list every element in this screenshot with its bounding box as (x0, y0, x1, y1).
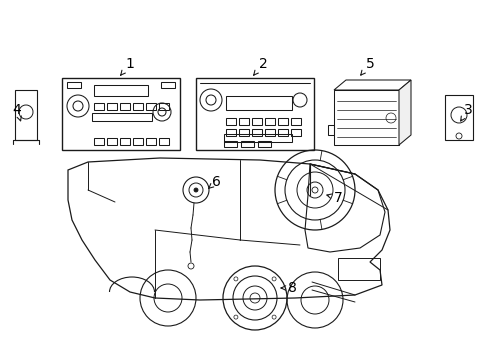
Bar (94, 103, 104, 110)
Bar (146, 138, 156, 145)
Bar (239, 118, 248, 125)
Bar (133, 103, 142, 110)
Text: 6: 6 (208, 175, 220, 189)
Bar (251, 129, 262, 136)
Bar (333, 90, 398, 145)
Bar (196, 78, 313, 150)
Bar (264, 118, 274, 125)
Bar (120, 138, 130, 145)
Polygon shape (398, 80, 410, 145)
Bar (278, 118, 287, 125)
Text: 8: 8 (281, 281, 296, 295)
Bar (264, 129, 274, 136)
Text: 2: 2 (253, 57, 267, 75)
Bar (224, 134, 291, 142)
Bar (94, 85, 148, 96)
Bar (62, 78, 180, 150)
Bar (290, 129, 301, 136)
Bar (444, 95, 472, 140)
Bar (159, 138, 169, 145)
Circle shape (194, 188, 198, 192)
Bar (241, 141, 253, 147)
Bar (225, 96, 291, 110)
Bar (258, 141, 270, 147)
Bar (120, 103, 130, 110)
Bar (337, 258, 379, 280)
Text: 5: 5 (360, 57, 374, 75)
Bar (225, 118, 236, 125)
Bar (92, 113, 152, 121)
Bar (290, 118, 301, 125)
Bar (107, 138, 117, 145)
Text: 1: 1 (121, 57, 134, 75)
Bar (133, 138, 142, 145)
Bar (161, 82, 175, 88)
Text: 7: 7 (326, 191, 342, 205)
Bar (224, 141, 237, 147)
Bar (107, 103, 117, 110)
Bar (225, 129, 236, 136)
Bar (278, 129, 287, 136)
Bar (15, 90, 37, 140)
Bar (239, 129, 248, 136)
Bar (146, 103, 156, 110)
Bar (159, 103, 169, 110)
Bar (94, 138, 104, 145)
Text: 4: 4 (13, 103, 21, 121)
Polygon shape (333, 80, 410, 90)
Text: 3: 3 (460, 103, 471, 121)
Bar (251, 118, 262, 125)
Bar (67, 82, 81, 88)
